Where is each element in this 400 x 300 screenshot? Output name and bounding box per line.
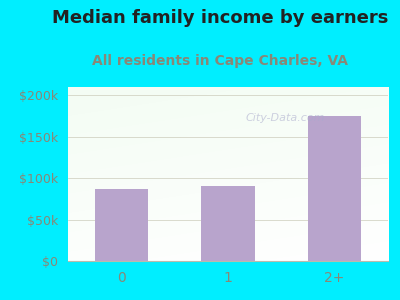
Bar <box>308 116 361 261</box>
Text: City-Data.com: City-Data.com <box>246 113 325 123</box>
Text: Median family income by earners: Median family income by earners <box>52 9 388 27</box>
Bar <box>95 189 148 261</box>
Bar <box>201 186 255 261</box>
Text: All residents in Cape Charles, VA: All residents in Cape Charles, VA <box>92 54 348 68</box>
